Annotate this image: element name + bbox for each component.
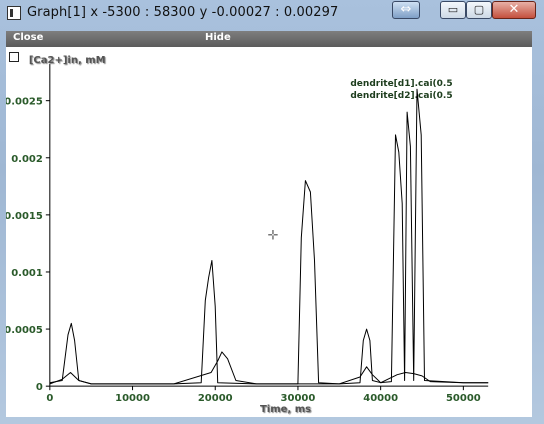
close-icon: ✕ bbox=[508, 2, 520, 17]
x-tick-label: 50000 bbox=[446, 393, 481, 404]
maximize-icon: ▢ bbox=[473, 3, 485, 16]
crosshair-cursor: ✛ bbox=[268, 228, 279, 243]
y-tick-label: 0.0015 bbox=[6, 211, 43, 222]
y-tick-label: 0 bbox=[36, 382, 43, 393]
minimize-icon: ▭ bbox=[447, 3, 459, 16]
x-tick-label: 40000 bbox=[363, 393, 398, 404]
menu-bar: Close Hide bbox=[6, 31, 532, 47]
y-tick-label: 0.0025 bbox=[6, 97, 43, 108]
y-tick-label: 0.0005 bbox=[6, 325, 43, 336]
x-tick-label: 20000 bbox=[198, 393, 233, 404]
minimize-button[interactable]: ▭ bbox=[440, 1, 466, 19]
window-title: Graph[1] x -5300 : 58300 y -0.00027 : 0.… bbox=[27, 5, 339, 20]
menu-hide[interactable]: Hide bbox=[205, 32, 231, 43]
x-tick-label: 0 bbox=[46, 393, 53, 404]
y-axis-label: [Ca2+]in, mM bbox=[29, 55, 106, 66]
maximize-button[interactable]: ▢ bbox=[466, 1, 492, 19]
app-icon[interactable] bbox=[7, 6, 21, 20]
menu-close[interactable]: Close bbox=[13, 32, 44, 43]
x-tick-label: 10000 bbox=[115, 393, 150, 404]
swap-window-button[interactable]: ⇔ bbox=[392, 1, 420, 19]
graph-menu-checkbox[interactable] bbox=[9, 52, 19, 62]
swap-arrows-icon: ⇔ bbox=[400, 2, 412, 17]
close-window-button[interactable]: ✕ bbox=[492, 1, 536, 19]
x-tick-label: 30000 bbox=[281, 393, 316, 404]
graph-canvas[interactable]: 0 0.0005 0.001 0.0015 0.002 0.0025 0 10000 20000… bbox=[6, 47, 532, 417]
legend-entry: dendrite[d2].cai(0.5 bbox=[350, 91, 452, 101]
series-line bbox=[49, 351, 489, 385]
y-tick-label: 0.002 bbox=[11, 154, 43, 165]
x-axis-label: Time, ms bbox=[260, 404, 311, 415]
title-bar[interactable]: Graph[1] x -5300 : 58300 y -0.00027 : 0.… bbox=[0, 0, 544, 28]
y-tick-label: 0.001 bbox=[11, 268, 43, 279]
legend-entry: dendrite[d1].cai(0.5 bbox=[350, 79, 452, 89]
chart: 0 0.0005 0.001 0.0015 0.002 0.0025 0 10000 20000… bbox=[6, 55, 489, 415]
